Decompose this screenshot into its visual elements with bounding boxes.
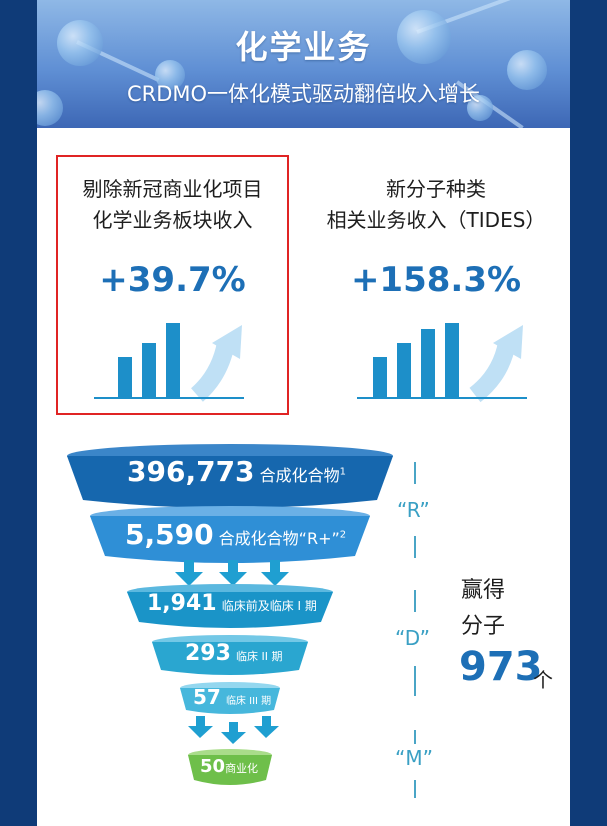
growth-bar <box>142 343 156 397</box>
tier-4-number: 293 <box>185 641 231 666</box>
down-arrows-icon <box>175 560 289 586</box>
growth-bars-icon <box>357 323 527 403</box>
phase-m: “M” <box>395 746 433 770</box>
funnel-tier-1 <box>67 456 393 508</box>
header-banner: 化学业务 CRDMO一体化模式驱动翻倍收入增长 <box>37 0 570 128</box>
phase-divider <box>414 590 416 612</box>
molecule-sphere <box>467 95 493 121</box>
stat-2-label-line2: 相关业务收入（TIDES） <box>326 208 546 232</box>
tier-3-text: 临床前及临床 I 期 <box>221 599 317 613</box>
funnel-tier-3-label: 1,941 临床前及临床 I 期 <box>147 591 317 616</box>
infographic-card: 化学业务 CRDMO一体化模式驱动翻倍收入增长 剔除新冠商业化项目 化学业务板块… <box>37 0 570 826</box>
phase-divider <box>414 462 416 484</box>
win-label-line1: 赢得 <box>461 578 506 603</box>
growth-bar <box>373 357 387 397</box>
growth-arrow-head <box>212 325 242 359</box>
stat-1-label-line2: 化学业务板块收入 <box>92 208 253 232</box>
tier-4-text: 临床 II 期 <box>236 650 283 663</box>
tier-1-footnote: 1 <box>339 466 347 478</box>
phase-divider <box>414 780 416 798</box>
funnel-tier-3 <box>127 592 333 628</box>
growth-baseline <box>357 397 527 399</box>
growth-bar <box>166 323 180 397</box>
tier-6-text: 商业化 <box>225 762 259 775</box>
banner-title: 化学业务 <box>235 28 372 66</box>
banner-subtitle: CRDMO一体化模式驱动翻倍收入增长 <box>126 82 481 106</box>
highlight-box <box>56 155 289 415</box>
tier-6-number: 50 <box>200 756 226 777</box>
tier-2-text: 合成化合物“R+” <box>218 529 340 548</box>
phase-divider <box>414 536 416 558</box>
funnel-tier-4 <box>152 642 308 675</box>
funnel-tier-4-label: 293 临床 II 期 <box>185 641 283 666</box>
growth-bar <box>397 343 411 397</box>
molecule-sphere <box>57 20 103 66</box>
phase-r: “R” <box>397 498 430 522</box>
tier-1-text: 合成化合物 <box>259 466 340 485</box>
phase-divider <box>414 730 416 744</box>
stat-2-value: +158.3% <box>350 260 522 300</box>
growth-baseline <box>94 397 244 399</box>
tier-1-number: 396,773 <box>127 455 255 488</box>
down-arrows-icon <box>188 716 279 744</box>
pipeline-funnel: 396,773 合成化合物1 5,590 合成化合物“R+”2 1,941 临床… <box>37 440 570 826</box>
phase-d: “D” <box>395 626 430 650</box>
funnel-tier-2-label: 5,590 合成化合物“R+”2 <box>125 518 346 551</box>
win-label-line2: 分子 <box>461 614 506 639</box>
funnel-tier-6-label: 50商业化 <box>200 756 258 777</box>
tier-3-number: 1,941 <box>147 591 217 616</box>
growth-bar <box>118 357 132 397</box>
funnel-tier-6 <box>188 755 272 785</box>
growth-arrow-icon <box>190 341 235 402</box>
tier-2-number: 5,590 <box>125 518 214 551</box>
stat-2-label-line1: 新分子种类 <box>386 177 486 201</box>
molecule-sphere <box>507 50 547 90</box>
growth-arrow-head <box>493 325 523 359</box>
growth-bars-icon <box>94 323 244 402</box>
tier-5-number: 57 <box>193 685 221 709</box>
stat-1-label: 剔除新冠商业化项目 化学业务板块收入 <box>56 174 289 236</box>
funnel-tier-2 <box>90 516 370 563</box>
funnel-tier-5-label: 57 临床 III 期 <box>193 685 271 709</box>
phase-divider <box>414 666 416 696</box>
tier-2-footnote: 2 <box>339 529 347 541</box>
funnel-tier-1-label: 396,773 合成化合物1 <box>127 455 346 488</box>
funnel-shapes <box>67 444 393 785</box>
molecule-sphere <box>397 10 451 64</box>
molecule-sphere <box>155 60 185 90</box>
win-unit: 个 <box>533 668 553 692</box>
growth-bar <box>421 329 435 397</box>
stat-2-label: 新分子种类 相关业务收入（TIDES） <box>302 174 570 236</box>
growth-bar <box>445 323 459 397</box>
funnel-tier-5 <box>180 688 280 714</box>
tier-5-text: 临床 III 期 <box>225 696 272 707</box>
stat-1-label-line1: 剔除新冠商业化项目 <box>82 177 263 201</box>
stat-1-value: +39.7% <box>99 260 246 300</box>
win-number: 973 <box>459 644 543 690</box>
growth-arrow-icon <box>469 341 516 403</box>
